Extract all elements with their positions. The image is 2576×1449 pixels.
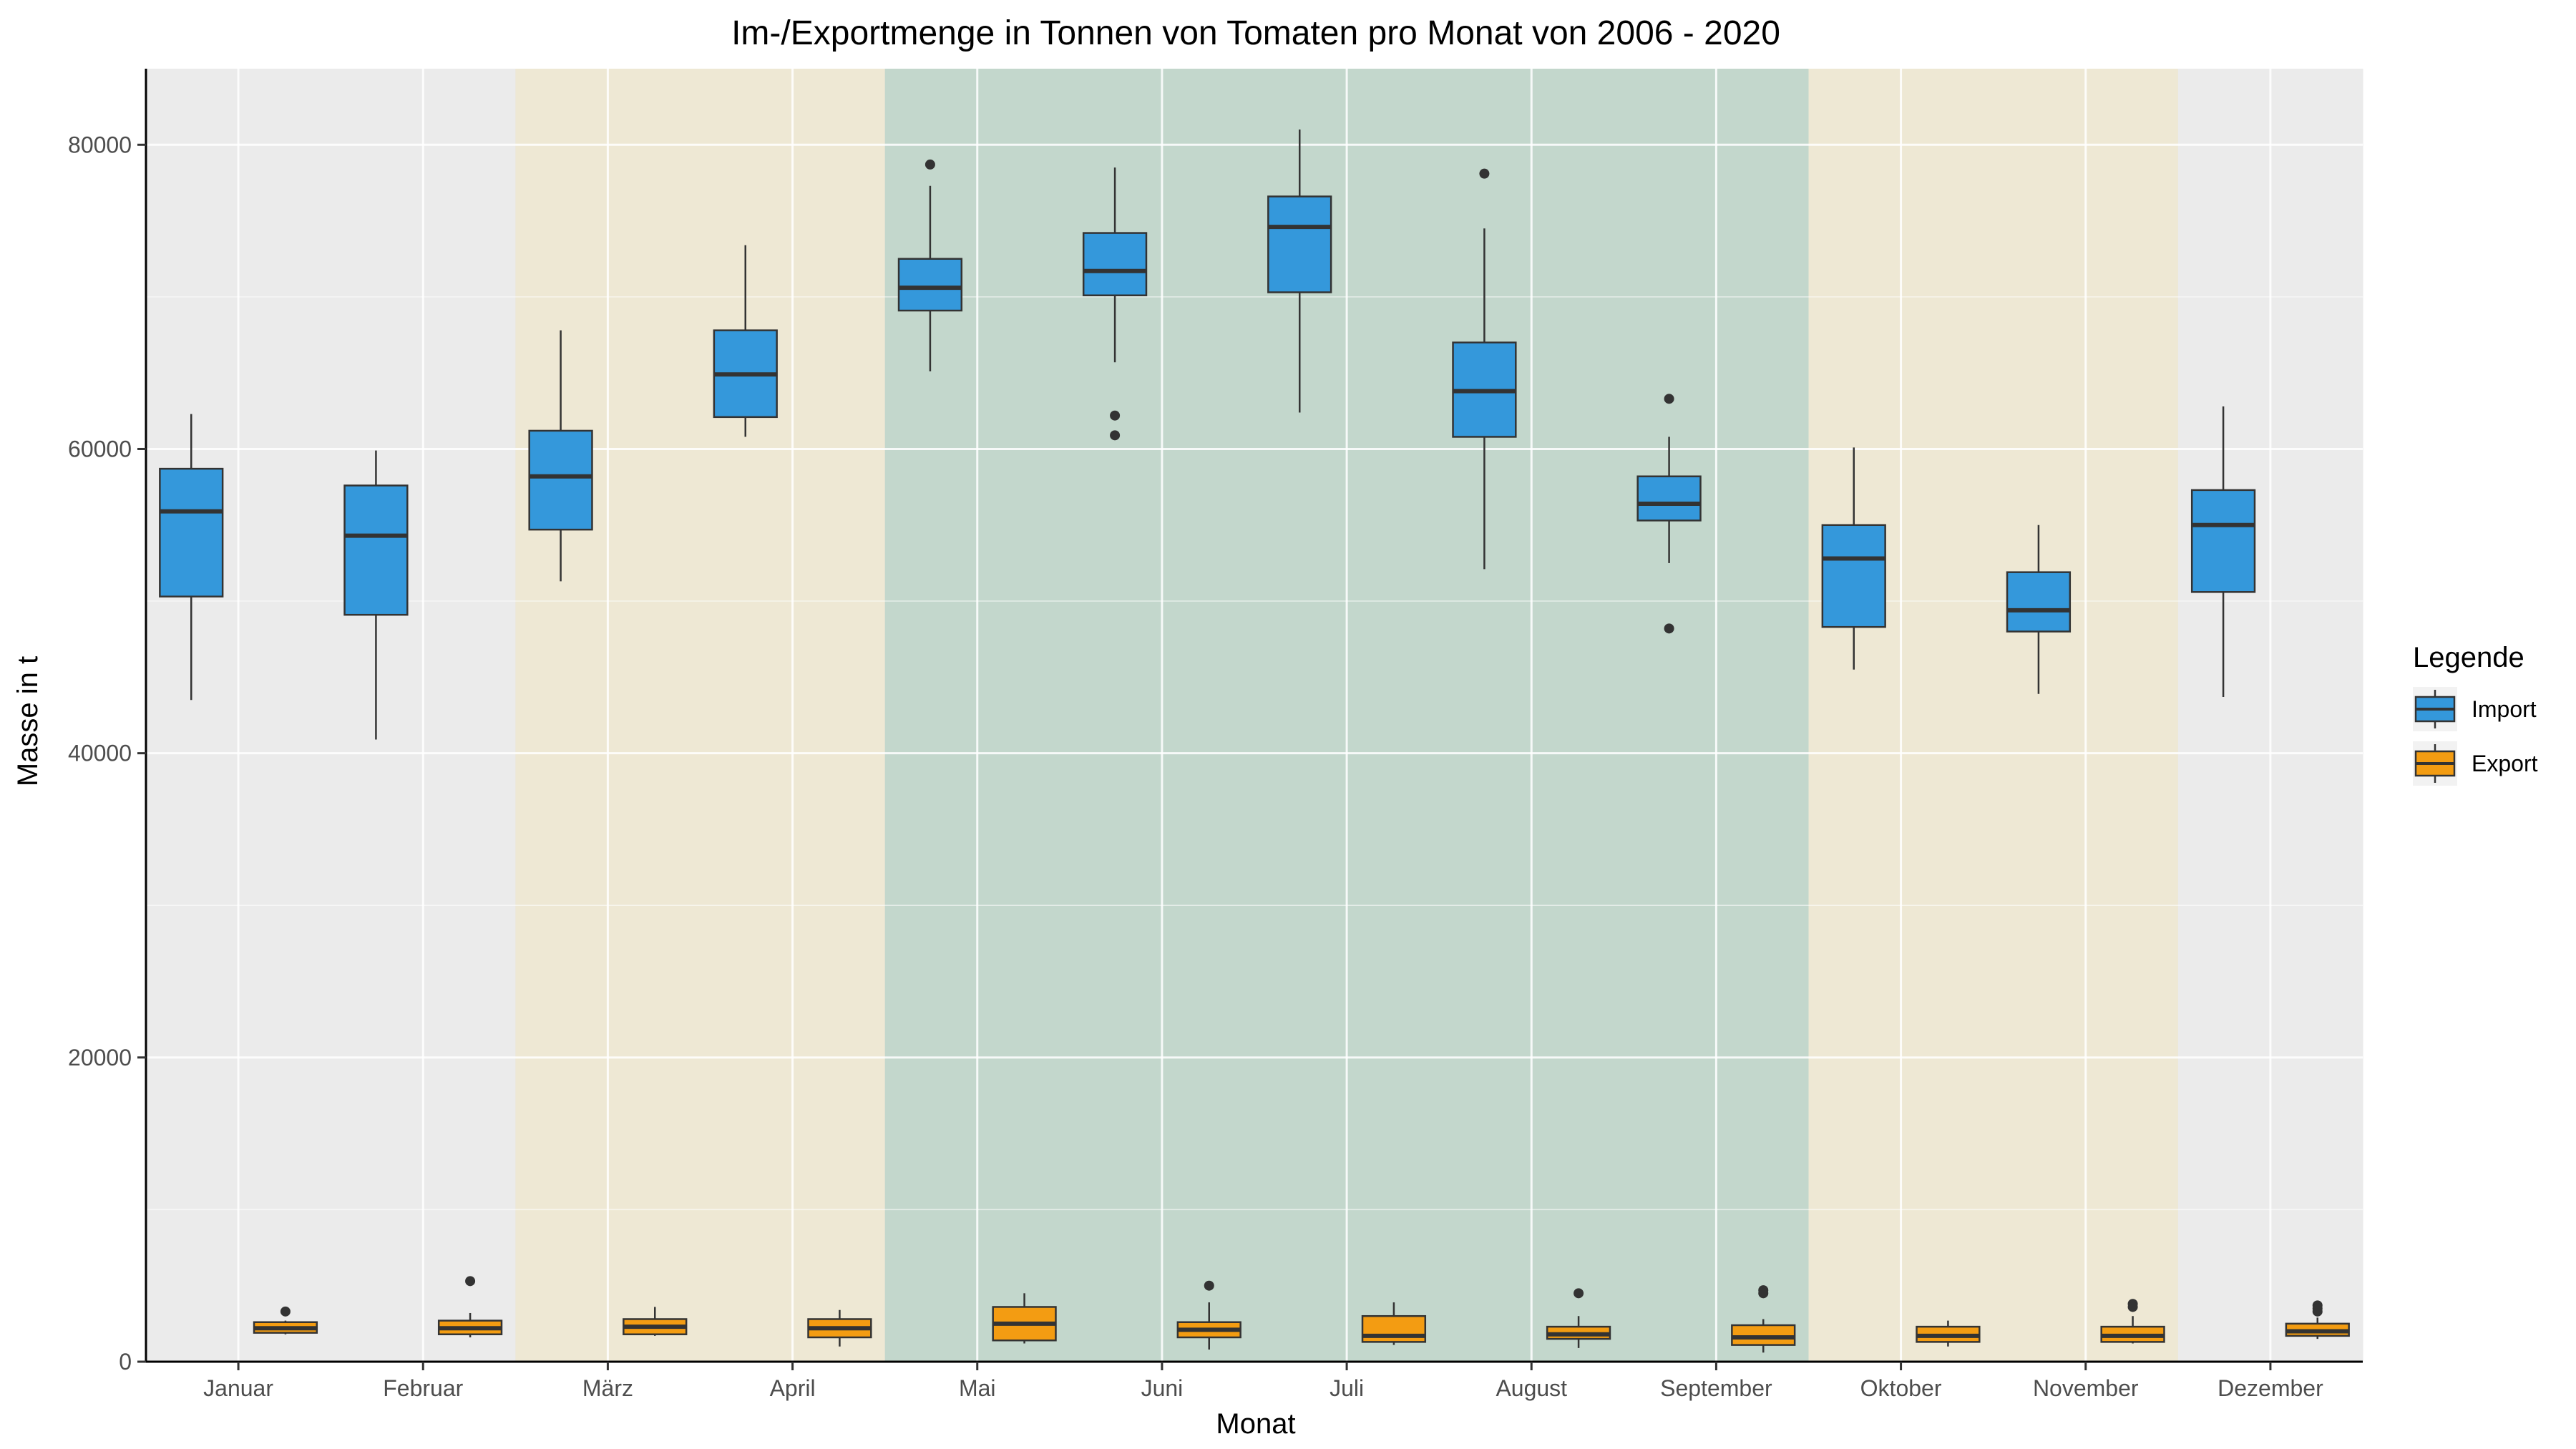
x-tick-label: Oktober	[1860, 1375, 1942, 1401]
y-tick-label: 80000	[68, 132, 132, 157]
box-export	[1176, 1280, 1241, 1350]
box-import	[2190, 406, 2256, 697]
y-tick-label: 0	[119, 1349, 132, 1375]
box-body	[343, 484, 409, 616]
box-export	[992, 1293, 1057, 1344]
outlier-point	[280, 1306, 291, 1317]
x-tick-label: Mai	[959, 1375, 996, 1401]
x-tick-label: September	[1660, 1375, 1772, 1401]
box-body	[2190, 489, 2256, 593]
box-import	[159, 414, 224, 701]
box-import	[1082, 167, 1148, 441]
outlier-point	[465, 1276, 476, 1287]
box-body	[1636, 475, 1702, 522]
outlier-point	[1110, 410, 1121, 421]
legend: Legende Import Export	[2413, 642, 2538, 786]
outlier-point	[2312, 1306, 2323, 1317]
x-tick-label: April	[770, 1375, 816, 1401]
legend-title: Legende	[2413, 642, 2524, 673]
box-body	[1731, 1324, 1796, 1346]
y-tick-label: 20000	[68, 1045, 132, 1070]
outlier-point	[1574, 1288, 1584, 1299]
x-tick-label: November	[2033, 1375, 2139, 1401]
box-export	[437, 1276, 503, 1337]
box-body	[159, 467, 224, 597]
box-import	[1636, 394, 1702, 634]
box-body	[1082, 232, 1148, 297]
box-import	[713, 245, 778, 437]
outlier-point	[924, 159, 935, 170]
box-export	[1916, 1320, 1981, 1347]
box-export	[1361, 1302, 1427, 1345]
box-export	[1731, 1285, 1796, 1353]
box-body	[1267, 195, 1332, 293]
axes: 0 20000 40000 60000 80000 Januar Februar März Ap…	[68, 69, 2363, 1401]
legend-label-import: Import	[2472, 696, 2537, 722]
box-export	[807, 1309, 872, 1347]
box-import	[528, 330, 593, 582]
box-export	[253, 1306, 318, 1335]
outlier-point	[1664, 623, 1674, 634]
x-tick-label: Januar	[203, 1375, 273, 1401]
box-import	[343, 450, 409, 740]
outlier-point	[2127, 1302, 2138, 1312]
outlier-point	[1479, 168, 1490, 179]
x-tick-label: März	[582, 1375, 633, 1401]
box-body	[1361, 1314, 1427, 1343]
outlier-point	[1664, 394, 1674, 404]
box-import	[1452, 168, 1517, 570]
x-tick-label: August	[1496, 1375, 1567, 1401]
legend-label-export: Export	[2472, 751, 2538, 776]
box-export	[623, 1307, 688, 1336]
y-tick-label: 60000	[68, 436, 132, 462]
chart-title: Im-/Exportmenge in Tonnen von Tomaten pr…	[731, 14, 1780, 52]
box-import	[1267, 130, 1332, 413]
x-tick-label: Juni	[1141, 1375, 1184, 1401]
outlier-point	[1758, 1288, 1769, 1299]
y-axis-title: Masse in t	[12, 656, 44, 786]
box-body	[897, 258, 963, 312]
box-layer	[159, 130, 2350, 1353]
x-axis-title: Monat	[1216, 1408, 1295, 1440]
outlier-point	[1204, 1280, 1214, 1291]
box-export	[1546, 1288, 1611, 1348]
outlier-point	[1110, 430, 1121, 441]
y-tick-label: 40000	[68, 741, 132, 766]
box-import	[1821, 447, 1886, 670]
x-tick-label: Februar	[383, 1375, 463, 1401]
x-tick-label: Juli	[1330, 1375, 1364, 1401]
box-body	[1821, 524, 1886, 628]
box-body	[528, 429, 593, 531]
x-tick-label: Dezember	[2218, 1375, 2323, 1401]
box-body	[2006, 571, 2072, 633]
box-import	[2006, 525, 2072, 694]
box-export	[2100, 1299, 2165, 1344]
box-export	[2285, 1300, 2350, 1340]
plot-background	[146, 69, 2363, 1362]
box-import	[897, 159, 963, 372]
